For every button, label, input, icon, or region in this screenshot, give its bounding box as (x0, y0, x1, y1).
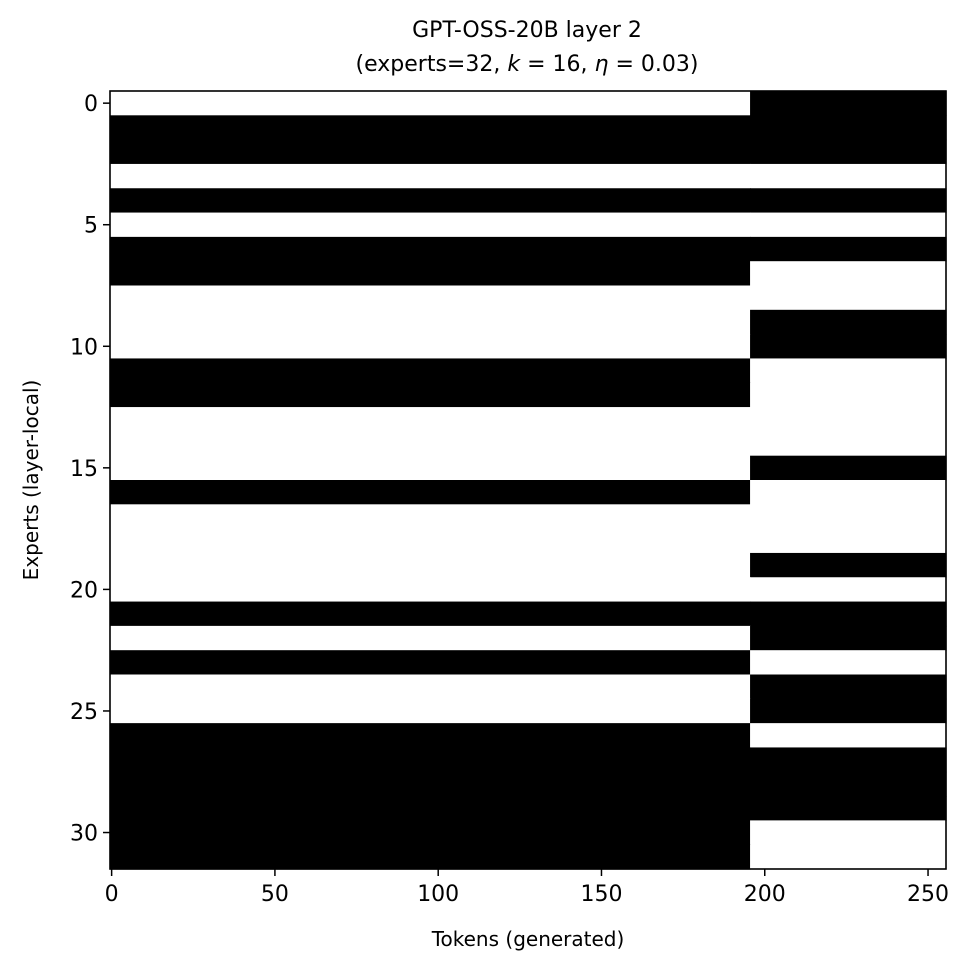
heatmap-cell-expert-9-before (110, 309, 751, 335)
heatmap-cell-expert-0-before (110, 91, 751, 116)
y-tick-label: 0 (84, 92, 98, 117)
heatmap-cell-expert-13-before (110, 407, 751, 432)
heatmap-cell-expert-4-before (110, 188, 751, 214)
x-tick-label: 200 (744, 882, 786, 907)
heatmap-cell-expert-14-before (110, 431, 751, 457)
heatmap-cell-expert-26-after (750, 723, 947, 749)
heatmap-cell-expert-25-after (750, 698, 947, 724)
heatmap-cell-expert-23-before (110, 650, 751, 676)
x-axis-label: Tokens (generated) (431, 927, 625, 951)
heatmap-cell-expert-27-before (110, 747, 751, 773)
heatmap-cell-expert-5-after (750, 212, 947, 238)
heatmap-cell-expert-1-after (750, 115, 947, 141)
y-axis-ticks: 0 5 10 15 20 25 30 (70, 92, 110, 847)
chart-title-line-1: GPT-OSS-20B layer 2 (412, 18, 642, 43)
x-tick-label: 0 (105, 882, 119, 907)
heatmap-cell-expert-16-before (110, 480, 751, 505)
heatmap-cell-expert-12-before (110, 382, 751, 408)
heatmap-cell-expert-0-after (750, 91, 947, 116)
heatmap-cell-expert-12-after (750, 382, 947, 408)
heatmap-cell-expert-10-before (110, 334, 751, 360)
x-tick-label: 250 (907, 882, 949, 907)
heatmap-cell-expert-3-after (750, 163, 947, 189)
heatmap-cell-expert-13-after (750, 407, 947, 432)
y-tick-label: 10 (70, 335, 98, 360)
heatmap-cell-expert-11-after (750, 358, 947, 384)
heatmap-cell-expert-30-before (110, 820, 751, 846)
heatmap-cell-expert-22-after (750, 625, 947, 651)
heatmap-cell-expert-8-before (110, 285, 751, 311)
heatmap-cell-expert-15-after (750, 455, 947, 481)
x-tick-label: 100 (417, 882, 459, 907)
heatmap-cell-expert-18-after (750, 528, 947, 554)
y-tick-label: 25 (70, 700, 98, 725)
heatmap-cell-expert-19-before (110, 552, 751, 578)
heatmap-cell-expert-27-after (750, 747, 947, 773)
heatmap-cell-expert-30-after (750, 820, 947, 846)
x-axis-ticks: 0 50 100 150 200 250 (105, 869, 949, 907)
heatmap-cell-expert-7-before (110, 261, 751, 287)
heatmap-cell-expert-17-before (110, 504, 751, 530)
heatmap-cell-expert-3-before (110, 163, 751, 189)
x-tick-label: 150 (580, 882, 622, 907)
heatmap-cell-expert-21-before (110, 601, 751, 627)
heatmap-cell-expert-20-after (750, 577, 947, 603)
heatmap-cell-expert-10-after (750, 334, 947, 360)
heatmap-cell-expert-23-after (750, 650, 947, 676)
heatmap-cell-expert-24-before (110, 674, 751, 700)
chart-title-eta-symbol: η (595, 52, 609, 77)
y-tick-label: 30 (70, 822, 98, 847)
heatmap-cell-expert-16-after (750, 480, 947, 505)
heatmap-cell-expert-18-before (110, 528, 751, 554)
axes-frame (109, 90, 947, 870)
heatmap-cell-expert-15-before (110, 455, 751, 481)
heatmap-cell-expert-29-before (110, 796, 751, 821)
heatmap-cell-expert-29-after (750, 796, 947, 821)
heatmap-cell-expert-11-before (110, 358, 751, 384)
heatmap-cell-expert-31-before (110, 844, 751, 870)
heatmap-cell-expert-7-after (750, 261, 947, 287)
x-tick-label: 50 (261, 882, 289, 907)
heatmap-cell-expert-8-after (750, 285, 947, 311)
heatmap-cell-expert-31-after (750, 844, 947, 870)
heatmap-cell-expert-6-after (750, 236, 947, 262)
y-axis-label: Experts (layer-local) (19, 380, 43, 581)
heatmap-cell-expert-28-after (750, 771, 947, 797)
heatmap-cell-expert-24-after (750, 674, 947, 700)
heatmap-cell-expert-9-after (750, 309, 947, 335)
heatmap-cell-expert-19-after (750, 552, 947, 578)
heatmap-cell-expert-22-before (110, 625, 751, 651)
heatmap-cell-expert-26-before (110, 723, 751, 749)
heatmap-cell-expert-20-before (110, 577, 751, 603)
heatmap-cell-expert-6-before (110, 236, 751, 262)
chart-title-prefix: (experts=32, (356, 52, 508, 77)
heatmap-cell-expert-5-before (110, 212, 751, 238)
heatmap-cell-expert-2-before (110, 139, 751, 165)
heatmap-cells (110, 91, 947, 870)
heatmap-cell-expert-14-after (750, 431, 947, 457)
chart-title-k-value: = 16, (520, 52, 594, 77)
heatmap-cell-expert-28-before (110, 771, 751, 797)
heatmap-cell-expert-17-after (750, 504, 947, 530)
heatmap-cell-expert-4-after (750, 188, 947, 214)
chart-title-line-2: (experts=32, k = 16, η = 0.03) (356, 52, 699, 77)
y-tick-label: 20 (70, 578, 98, 603)
heatmap-cell-expert-1-before (110, 115, 751, 141)
heatmap-cell-expert-25-before (110, 698, 751, 724)
chart-title-k-symbol: k (507, 52, 521, 77)
heatmap-cell-expert-21-after (750, 601, 947, 627)
heatmap-cell-expert-2-after (750, 139, 947, 165)
y-tick-label: 15 (70, 457, 98, 482)
y-tick-label: 5 (84, 214, 98, 239)
chart-title-eta-value: = 0.03) (608, 52, 698, 77)
